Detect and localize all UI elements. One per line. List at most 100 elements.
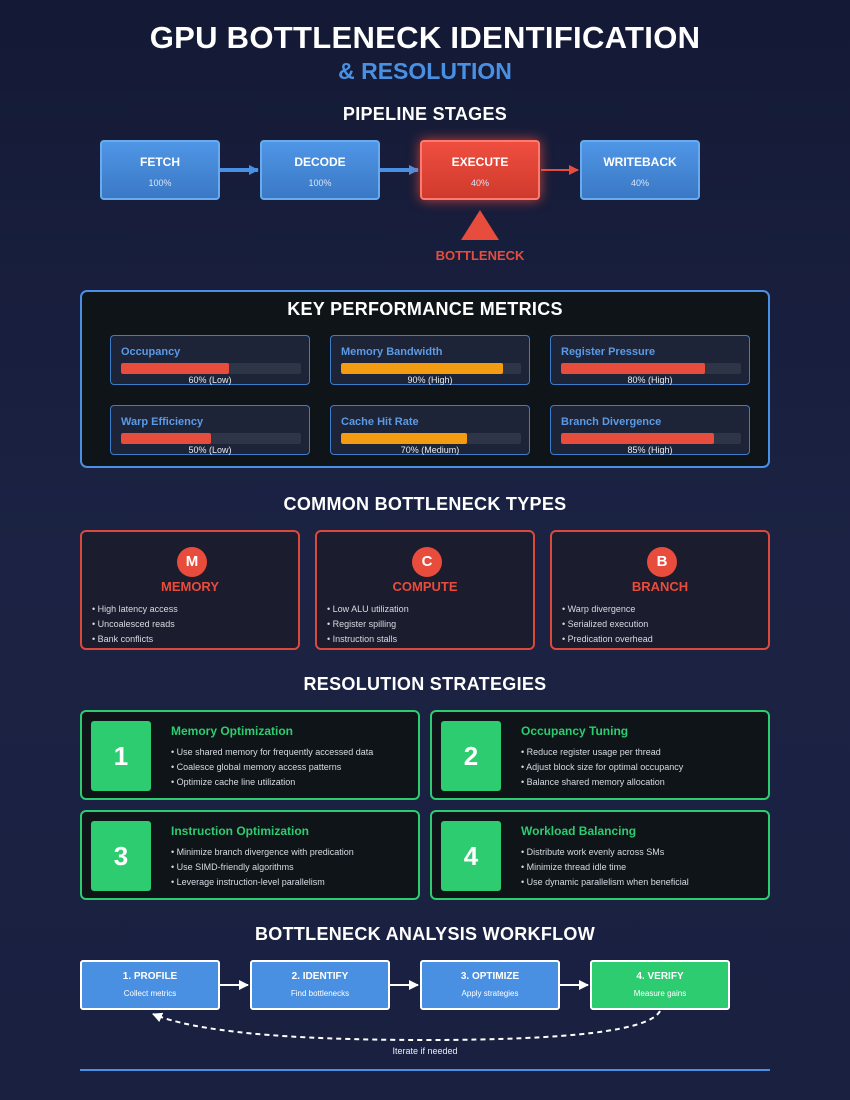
metrics-section-title: KEY PERFORMANCE METRICS — [287, 299, 563, 319]
strategy-number-badge: 1 — [91, 721, 151, 791]
list-item: • Minimize branch divergence with predic… — [171, 847, 354, 857]
pipeline-section-title: PIPELINE STAGES — [342, 104, 508, 124]
stage-decode: DECODE 100% — [260, 140, 380, 200]
list-item: • Adjust block size for optimal occupanc… — [521, 762, 684, 772]
strategy-card-memory-optimization: 1 Memory Optimization • Use shared memor… — [80, 710, 420, 800]
workflow-step-title: 4. VERIFY — [636, 971, 684, 982]
metric-value: 85% (High) — [627, 445, 673, 455]
type-card-memory: M MEMORY • High latency access • Uncoale… — [80, 530, 300, 650]
metric-track — [561, 363, 741, 374]
workflow-step-title: 3. OPTIMIZE — [460, 971, 520, 982]
metric-card-warp-efficiency: Warp Efficiency 50% (Low) — [110, 405, 310, 455]
workflow-step-subtitle: Find bottlenecks — [290, 989, 350, 998]
workflow-step-verify: 4. VERIFY Measure gains — [590, 960, 730, 1010]
workflow-step-title: 1. PROFILE — [122, 971, 178, 982]
metric-card-cache-hit-rate: Cache Hit Rate 70% (Medium) — [330, 405, 530, 455]
metric-value: 80% (High) — [627, 375, 673, 385]
metric-card-register-pressure: Register Pressure 80% (High) — [550, 335, 750, 385]
list-item: • Balance shared memory allocation — [521, 777, 665, 787]
compute-letter-icon: C — [412, 547, 442, 577]
metric-value: 90% (High) — [407, 375, 453, 385]
metric-label: Occupancy — [121, 346, 181, 358]
pipeline-connectors — [220, 165, 579, 240]
metric-label: Memory Bandwidth — [341, 346, 443, 358]
metric-bar-fill — [121, 363, 229, 374]
strategy-title: Memory Optimization — [171, 724, 294, 738]
type-bullets: • High latency access • Uncoalesced read… — [92, 602, 178, 647]
list-item: • Low ALU utilization — [327, 604, 409, 614]
strategy-card-workload-balancing: 4 Workload Balancing • Distribute work e… — [430, 810, 770, 900]
memory-letter-icon: M — [177, 547, 207, 577]
type-bullets: • Low ALU utilization • Register spillin… — [327, 602, 409, 647]
metric-track — [341, 363, 521, 374]
strategies-section-title: RESOLUTION STRATEGIES — [303, 674, 547, 694]
strategy-bullets: • Distribute work evenly across SMs • Mi… — [521, 845, 689, 890]
workflow-step-identify: 2. IDENTIFY Find bottlenecks — [250, 960, 390, 1010]
metric-track — [341, 433, 521, 444]
metric-track — [121, 363, 301, 374]
list-item: • Instruction stalls — [327, 634, 398, 644]
list-item: • Use shared memory for frequently acces… — [171, 747, 374, 757]
metric-label: Register Pressure — [561, 346, 656, 358]
strategy-card-occupancy-tuning: 2 Occupancy Tuning • Reduce register usa… — [430, 710, 770, 800]
stage-value: 100% — [148, 178, 172, 188]
metric-value: 60% (Low) — [188, 375, 232, 385]
bottleneck-label: BOTTLENECK — [435, 248, 525, 263]
type-name: MEMORY — [160, 579, 220, 594]
metric-bar-fill — [561, 433, 714, 444]
strategy-bullets: • Use shared memory for frequently acces… — [171, 745, 373, 790]
metric-value: 50% (Low) — [188, 445, 232, 455]
stage-fetch: FETCH 100% — [100, 140, 220, 200]
workflow-step-optimize: 3. OPTIMIZE Apply strategies — [420, 960, 560, 1010]
stage-value: 40% — [630, 178, 649, 188]
bottleneck-triangle-icon — [461, 210, 499, 240]
type-bullets: • Warp divergence • Serialized execution… — [562, 602, 653, 647]
types-section-title: COMMON BOTTLENECK TYPES — [283, 494, 567, 514]
list-item: • Use dynamic parallelism when beneficia… — [521, 877, 689, 887]
strategy-title: Occupancy Tuning — [521, 724, 629, 738]
stage-name: FETCH — [140, 155, 180, 169]
workflow-section-title: BOTTLENECK ANALYSIS WORKFLOW — [254, 924, 596, 944]
workflow-step-profile: 1. PROFILE Collect metrics — [80, 960, 220, 1010]
branch-letter-icon: B — [647, 547, 677, 577]
stage-execute: EXECUTE 40% — [420, 140, 540, 200]
stage-value: 100% — [308, 178, 332, 188]
list-item: • Register spilling — [327, 619, 397, 629]
stage-name: WRITEBACK — [603, 155, 677, 169]
type-card-compute: C COMPUTE • Low ALU utilization • Regist… — [315, 530, 535, 650]
metric-card-memory-bandwidth: Memory Bandwidth 90% (High) — [330, 335, 530, 385]
metric-card-branch-divergence: Branch Divergence 85% (High) — [550, 405, 750, 455]
list-item: • Leverage instruction-level parallelism — [171, 877, 325, 887]
workflow-step-subtitle: Apply strategies — [461, 989, 519, 998]
list-item: • Distribute work evenly across SMs — [521, 847, 665, 857]
metric-track — [121, 433, 301, 444]
metric-value: 70% (Medium) — [400, 445, 460, 455]
list-item: • Bank conflicts — [92, 634, 154, 644]
list-item: • Warp divergence — [562, 604, 636, 614]
list-item: • Reduce register usage per thread — [521, 747, 661, 757]
list-item: • Predication overhead — [562, 634, 653, 644]
metric-bar-fill — [561, 363, 705, 374]
metric-label: Cache Hit Rate — [341, 416, 419, 428]
footer-divider — [80, 1069, 770, 1071]
metric-bar-fill — [341, 433, 467, 444]
type-name: COMPUTE — [392, 579, 458, 594]
page-title: GPU BOTTLENECK IDENTIFICATION — [149, 20, 701, 55]
iterate-loop-arrow — [152, 1010, 661, 1042]
metric-label: Warp Efficiency — [121, 416, 204, 428]
workflow-connectors — [152, 980, 661, 1042]
list-item: • Uncoalesced reads — [92, 619, 175, 629]
iterate-label: Iterate if needed — [392, 1046, 458, 1056]
type-card-branch: B BRANCH • Warp divergence • Serialized … — [550, 530, 770, 650]
list-item: • Coalesce global memory access patterns — [171, 762, 342, 772]
type-name: BRANCH — [631, 579, 689, 594]
metric-track — [561, 433, 741, 444]
page-subtitle: & RESOLUTION — [338, 58, 512, 84]
stage-value: 40% — [470, 178, 489, 188]
strategy-card-instruction-optimization: 3 Instruction Optimization • Minimize br… — [80, 810, 420, 900]
stage-writeback: WRITEBACK 40% — [580, 140, 700, 200]
strategy-number-badge: 2 — [441, 721, 501, 791]
list-item: • Serialized execution — [562, 619, 649, 629]
metric-bar-fill — [121, 433, 211, 444]
strategy-title: Workload Balancing — [521, 824, 637, 838]
